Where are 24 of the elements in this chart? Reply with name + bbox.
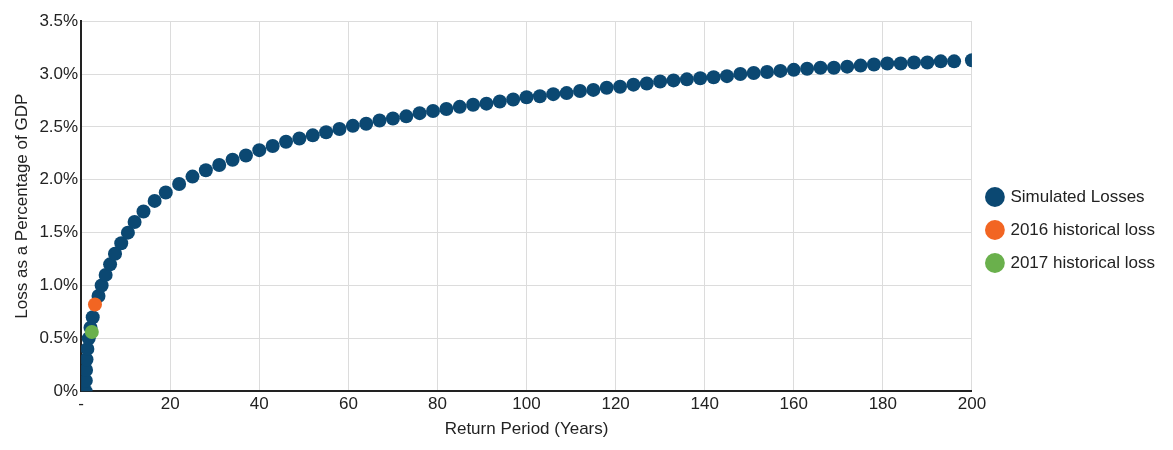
x-tick-label: 180 [868, 394, 898, 414]
x-tick-label: 100 [512, 394, 541, 414]
legend-label: Simulated Losses [1010, 186, 1145, 206]
y-tick-label: 1.0% [39, 275, 79, 295]
x-tick-label: 140 [690, 394, 719, 414]
legend-label: 2016 historical loss [1010, 219, 1155, 239]
x-tick-label: - [78, 394, 84, 414]
legend-label: 2017 historical loss [1010, 252, 1155, 272]
y-tick-label: 3.5% [39, 10, 79, 30]
y-axis-title: Loss as a Percentage of GDP [11, 93, 31, 319]
x-tick-label: 80 [428, 394, 447, 414]
y-tick-label: 1.5% [39, 222, 79, 242]
x-tick-label: 60 [338, 394, 358, 414]
x-tick-label: 160 [779, 394, 808, 414]
y-tick-label: 0% [53, 380, 79, 400]
x-axis-title: Return Period (Years) [444, 419, 609, 439]
y-tick-label: 2.5% [39, 116, 79, 136]
x-tick-label: 40 [249, 394, 269, 414]
x-tick-label: 120 [601, 394, 630, 414]
y-tick-label: 2.0% [39, 169, 79, 189]
y-tick-label: 0.5% [39, 328, 79, 348]
x-tick-label: 20 [160, 394, 180, 414]
x-tick-label: 200 [957, 394, 987, 414]
y-tick-label: 3.0% [39, 63, 79, 83]
